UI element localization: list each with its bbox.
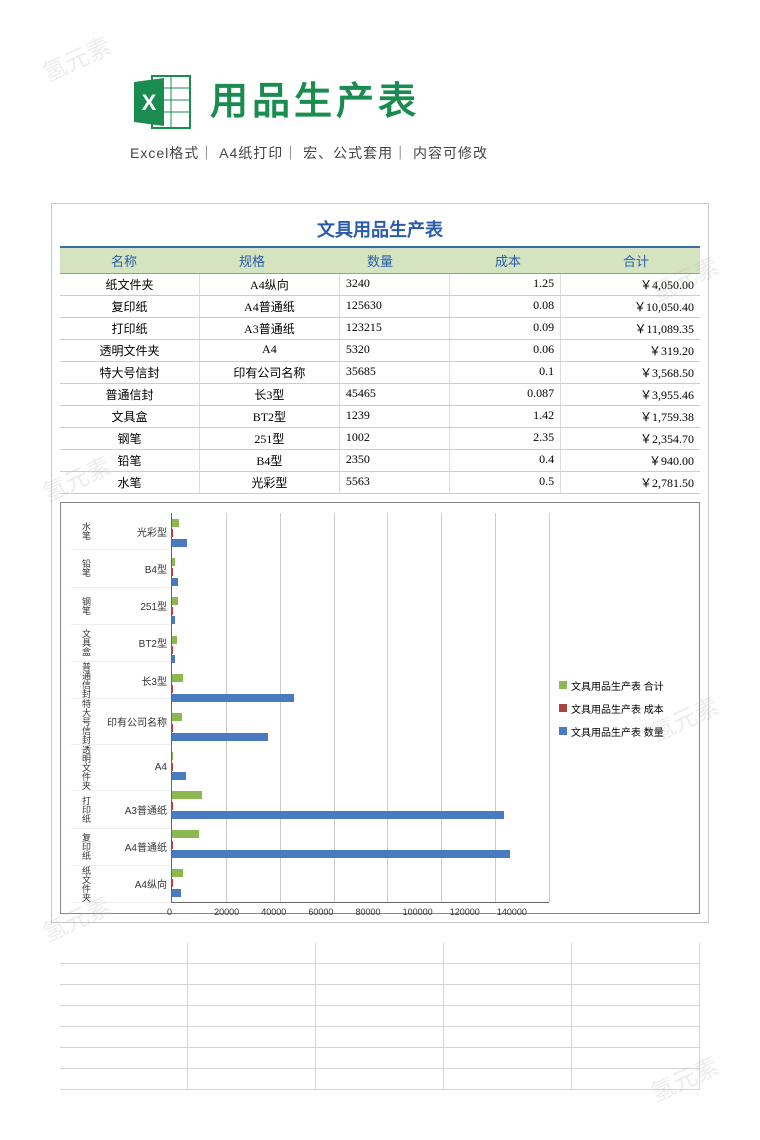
table-row[interactable]: 纸文件夹A4纵向32401.25￥4,050.00	[60, 274, 700, 296]
legend-item: 文具用品生产表 数量	[559, 724, 689, 739]
table-row[interactable]: 铅笔B4型23500.4￥940.00	[60, 450, 700, 472]
col-name: 名称	[60, 248, 188, 273]
chart-y-axis: 水笔光彩型铅笔B4型钢笔251型文具盒BT2型普通信封长3型特大号信封印有公司名…	[71, 513, 171, 903]
spreadsheet: 文具用品生产表 名称 规格 数量 成本 合计 纸文件夹A4纵向32401.25￥…	[51, 203, 709, 923]
chart: 水笔光彩型铅笔B4型钢笔251型文具盒BT2型普通信封长3型特大号信封印有公司名…	[60, 502, 700, 914]
table-row[interactable]: 打印纸A3普通纸1232150.09￥11,089.35	[60, 318, 700, 340]
page-subtitle: Excel格式｜ A4纸打印｜ 宏、公式套用｜ 内容可修改	[130, 143, 720, 163]
empty-grid	[60, 943, 700, 1090]
table-row[interactable]: 透明文件夹A453200.06￥319.20	[60, 340, 700, 362]
excel-icon: X	[130, 70, 194, 134]
col-cost: 成本	[444, 248, 572, 273]
header: X 用品生产表 Excel格式｜ A4纸打印｜ 宏、公式套用｜ 内容可修改	[0, 0, 760, 183]
table-row[interactable]: 钢笔251型10022.35￥2,354.70	[60, 428, 700, 450]
page-title: 用品生产表	[210, 70, 720, 125]
legend-item: 文具用品生产表 成本	[559, 701, 689, 716]
col-total: 合计	[572, 248, 700, 273]
table-body: 纸文件夹A4纵向32401.25￥4,050.00复印纸A4普通纸1256300…	[60, 274, 700, 494]
chart-legend: 文具用品生产表 合计文具用品生产表 成本文具用品生产表 数量	[549, 513, 689, 903]
col-spec: 规格	[188, 248, 316, 273]
table-header: 名称 规格 数量 成本 合计	[60, 248, 700, 274]
chart-x-axis: 020000400006000080000100000120000140000	[172, 907, 549, 917]
chart-plot: 020000400006000080000100000120000140000	[171, 513, 549, 903]
svg-text:X: X	[142, 90, 157, 115]
table-row[interactable]: 复印纸A4普通纸1256300.08￥10,050.40	[60, 296, 700, 318]
table-row[interactable]: 特大号信封印有公司名称356850.1￥3,568.50	[60, 362, 700, 384]
table-row[interactable]: 普通信封长3型454650.087￥3,955.46	[60, 384, 700, 406]
table-row[interactable]: 水笔光彩型55630.5￥2,781.50	[60, 472, 700, 494]
legend-item: 文具用品生产表 合计	[559, 678, 689, 693]
col-qty: 数量	[316, 248, 444, 273]
table-row[interactable]: 文具盒BT2型12391.42￥1,759.38	[60, 406, 700, 428]
sheet-title: 文具用品生产表	[60, 212, 700, 248]
